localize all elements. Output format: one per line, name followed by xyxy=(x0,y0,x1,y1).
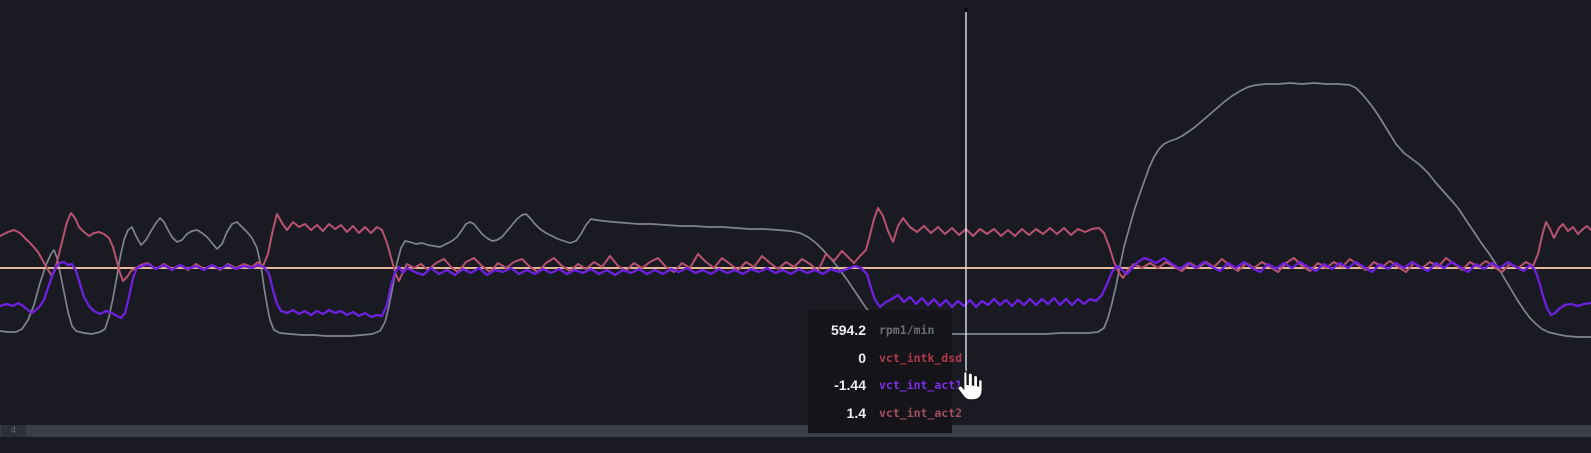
signal-label: vct_int_act2 xyxy=(879,406,963,421)
tooltip-row-rpm: 594.2 rpm1/min xyxy=(808,322,952,338)
signal-value: -1.44 xyxy=(834,377,866,394)
scrollbar-left-cap[interactable]: 4 xyxy=(1,425,26,437)
cursor-tooltip: 594.2 rpm1/min 0 vct_intk_dsd -1.44 vct_… xyxy=(808,310,963,433)
signal-value: 1.4 xyxy=(846,405,866,422)
signal-value: 594.2 xyxy=(830,321,866,338)
signal-value: 0 xyxy=(858,349,866,366)
trace-rpm1-min xyxy=(0,82,1591,338)
hand-pointer-cursor-icon xyxy=(957,370,983,401)
signal-label: vct_intk_dsd xyxy=(879,350,963,365)
signal-label: vct_int_act1 xyxy=(879,378,963,393)
measure-cursor-top-handle[interactable] xyxy=(963,7,969,13)
trace-vct-int-act1 xyxy=(0,256,1591,320)
tooltip-row-vct-int-act1: -1.44 vct_int_act1 xyxy=(808,377,962,394)
tooltip-row-vct-int-act2: 1.4 vct_int_act2 xyxy=(808,405,963,422)
signal-label: rpm1/min xyxy=(879,322,935,337)
tooltip-row-vct-intk-dsd: 0 vct_intk_dsd xyxy=(808,349,962,366)
horizontal-scrollbar[interactable]: 4 xyxy=(0,425,1591,437)
